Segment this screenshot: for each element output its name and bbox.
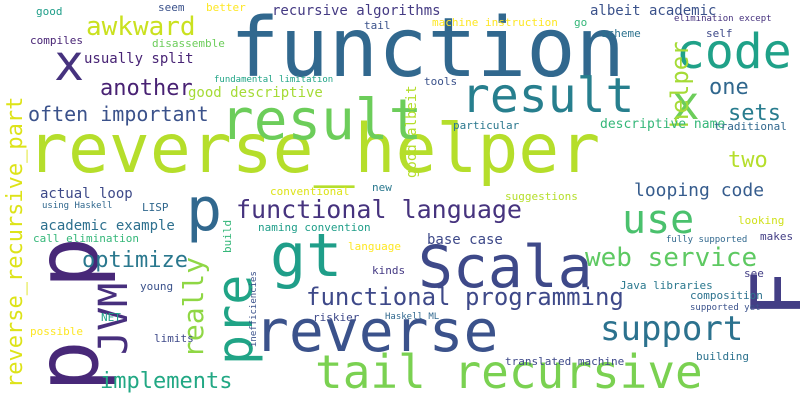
word: reverse_recursive_part xyxy=(3,96,28,388)
word: tail xyxy=(364,19,391,32)
word: looking xyxy=(738,214,785,227)
word: seem xyxy=(158,1,185,14)
word: one xyxy=(709,75,749,100)
word: looping code xyxy=(634,180,765,201)
word: young xyxy=(140,280,174,293)
word: x xyxy=(672,76,700,130)
word: particular xyxy=(453,119,520,132)
word: optimize xyxy=(82,248,188,273)
word: tools xyxy=(424,75,458,88)
word: good descriptive xyxy=(188,85,323,101)
word: elimination except xyxy=(674,14,772,24)
word: riskier xyxy=(313,311,360,324)
word: academic example xyxy=(40,218,175,234)
word: gt xyxy=(270,221,343,291)
word: p xyxy=(186,175,223,245)
word: possible xyxy=(30,325,83,338)
word: good albeit xyxy=(404,85,420,178)
word: new xyxy=(372,181,392,194)
word: disassemble xyxy=(152,37,225,50)
word: scheme xyxy=(601,27,641,40)
word: inefficiencies xyxy=(249,271,259,347)
word: Java libraries xyxy=(620,279,713,292)
word: suggestions xyxy=(505,190,578,203)
word: implements xyxy=(100,369,233,394)
word: reverse_helper xyxy=(27,110,601,189)
word: building xyxy=(696,350,749,363)
word: base case xyxy=(427,232,503,248)
word: language xyxy=(348,240,401,253)
word: descriptive name xyxy=(600,117,726,132)
word: kinds xyxy=(372,264,406,277)
word: recursive algorithms xyxy=(272,3,441,19)
word: see xyxy=(744,267,764,280)
word: traditional xyxy=(714,120,787,133)
word: composition xyxy=(690,289,763,302)
word: helper xyxy=(666,41,694,128)
word: result xyxy=(220,88,423,153)
word: often important xyxy=(28,102,209,126)
word: limits xyxy=(154,332,194,345)
word: actual loop xyxy=(40,186,133,202)
word: supported yet xyxy=(690,303,761,313)
word: fully supported xyxy=(666,235,748,245)
word: naming convention xyxy=(258,221,371,234)
word: conventional xyxy=(270,185,350,198)
word: tail recursive xyxy=(315,345,703,399)
word: good xyxy=(36,5,63,18)
word: functional language xyxy=(236,195,522,224)
word: support xyxy=(600,309,744,349)
word: web service xyxy=(585,243,758,273)
word: albeit academic xyxy=(590,3,717,19)
word: reverse xyxy=(254,297,499,365)
word: use xyxy=(622,197,695,243)
word: better xyxy=(206,1,246,14)
word: another xyxy=(100,76,193,101)
word: x xyxy=(54,34,85,92)
word: compiles xyxy=(30,34,83,47)
word: machine instruction xyxy=(432,16,558,29)
word: call elimination xyxy=(33,232,139,245)
word: translated machine xyxy=(505,355,625,368)
word: build xyxy=(221,219,234,253)
word: NET xyxy=(101,311,121,324)
word: Scala xyxy=(418,233,593,301)
word: function xyxy=(230,1,625,96)
word: go xyxy=(574,16,588,29)
word: fundamental limitation xyxy=(214,75,334,85)
word: result xyxy=(461,68,635,124)
word: usually split xyxy=(84,51,194,67)
word: makes xyxy=(760,230,794,243)
word: awkward xyxy=(86,12,196,42)
word: self xyxy=(706,27,733,40)
word: functional programming xyxy=(306,283,624,311)
word: using Haskell xyxy=(42,201,113,211)
word: LISP xyxy=(142,201,169,214)
word: code xyxy=(676,24,792,80)
word: sets xyxy=(728,101,781,126)
word: Haskell ML xyxy=(385,312,440,322)
word: two xyxy=(728,148,768,173)
